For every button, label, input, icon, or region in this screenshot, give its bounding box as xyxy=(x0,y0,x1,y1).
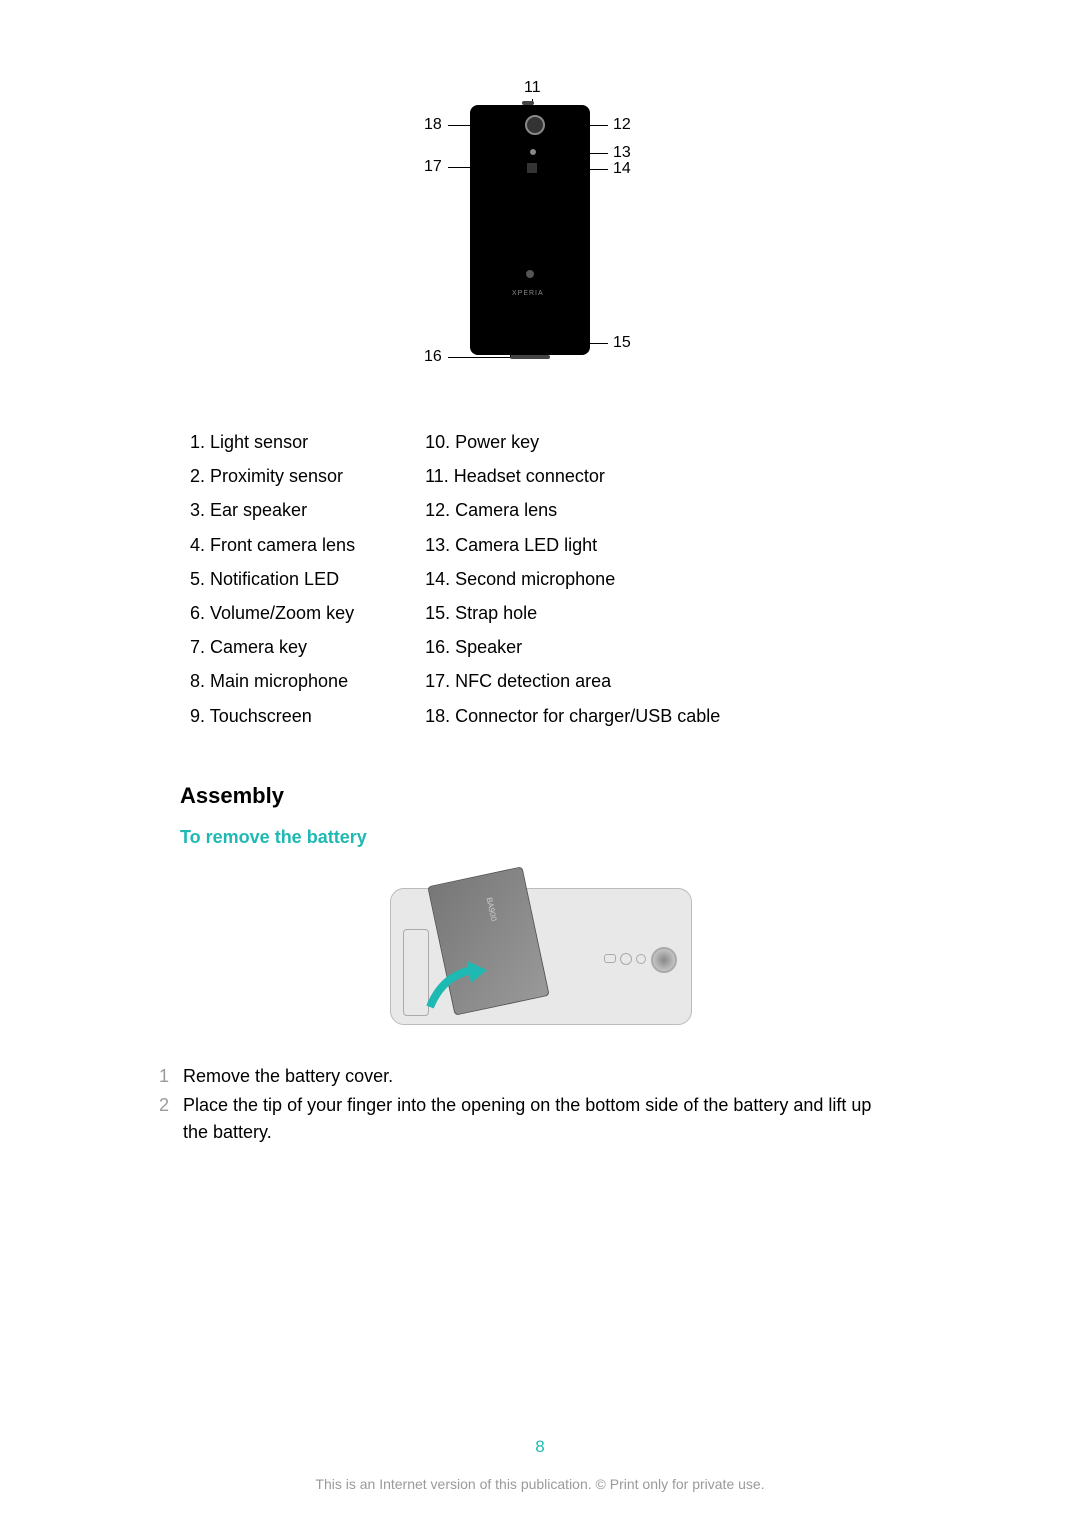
step-text: Remove the battery cover. xyxy=(183,1063,393,1090)
callout-line xyxy=(448,357,510,358)
part-item: 6. Volume/Zoom key xyxy=(190,596,355,630)
part-item: 8. Main microphone xyxy=(190,664,355,698)
part-item: 16. Speaker xyxy=(425,630,720,664)
flash-icon xyxy=(636,954,646,964)
step-row: 2 Place the tip of your finger into the … xyxy=(155,1092,900,1146)
part-item: 2. Proximity sensor xyxy=(190,459,355,493)
footer-text: This is an Internet version of this publ… xyxy=(0,1476,1080,1492)
part-item: 10. Power key xyxy=(425,425,720,459)
steps-list: 1 Remove the battery cover. 2 Place the … xyxy=(155,1063,900,1146)
callout-11: 11 xyxy=(524,79,541,97)
part-item: 9. Touchscreen xyxy=(190,699,355,733)
page-container: 11 XPERIA 12 13 14 15 18 17 16 xyxy=(0,0,1080,1527)
callout-line xyxy=(448,167,470,168)
part-item: 18. Connector for charger/USB cable xyxy=(425,699,720,733)
logo-text: XPERIA xyxy=(512,290,544,297)
callout-line xyxy=(548,125,608,126)
callout-line xyxy=(590,343,608,344)
flash-icon xyxy=(530,149,536,155)
part-item: 4. Front camera lens xyxy=(190,528,355,562)
callout-line xyxy=(448,125,470,126)
nfc-icon xyxy=(527,163,537,173)
part-item: 14. Second microphone xyxy=(425,562,720,596)
battery-label: BA900 xyxy=(485,896,499,921)
part-item: 17. NFC detection area xyxy=(425,664,720,698)
logo-icon xyxy=(526,270,534,278)
part-item: 7. Camera key xyxy=(190,630,355,664)
callout-15: 15 xyxy=(613,334,631,352)
parts-col-right: 10. Power key 11. Headset connector 12. … xyxy=(425,425,720,733)
speaker-icon xyxy=(604,954,616,963)
callout-line xyxy=(540,169,608,170)
phone-back-diagram: 11 XPERIA 12 13 14 15 18 17 16 xyxy=(400,85,680,385)
callout-12: 12 xyxy=(613,116,631,134)
part-item: 5. Notification LED xyxy=(190,562,355,596)
camera-lens-icon xyxy=(651,947,677,973)
part-item: 13. Camera LED light xyxy=(425,528,720,562)
camera-lens-icon xyxy=(525,115,545,135)
step-text: Place the tip of your finger into the op… xyxy=(183,1092,900,1146)
sensor-icon xyxy=(620,953,632,965)
page-number: 8 xyxy=(0,1437,1080,1457)
callout-16: 16 xyxy=(424,348,442,366)
phone-body: XPERIA xyxy=(470,105,590,355)
callout-14: 14 xyxy=(613,160,631,178)
step-number: 1 xyxy=(155,1063,169,1090)
part-item: 12. Camera lens xyxy=(425,493,720,527)
parts-list: 1. Light sensor 2. Proximity sensor 3. E… xyxy=(190,425,900,733)
callout-18: 18 xyxy=(424,116,442,134)
part-item: 11. Headset connector xyxy=(425,459,720,493)
part-item: 1. Light sensor xyxy=(190,425,355,459)
parts-col-left: 1. Light sensor 2. Proximity sensor 3. E… xyxy=(190,425,355,733)
callout-17: 17 xyxy=(424,158,442,176)
sub-heading: To remove the battery xyxy=(180,827,900,848)
step-row: 1 Remove the battery cover. xyxy=(155,1063,900,1090)
speaker-slot xyxy=(510,355,550,359)
callout-line xyxy=(510,353,511,357)
part-item: 3. Ear speaker xyxy=(190,493,355,527)
part-item: 15. Strap hole xyxy=(425,596,720,630)
section-heading: Assembly xyxy=(180,783,900,809)
headset-slot xyxy=(522,101,534,105)
battery-removal-diagram: BA900 xyxy=(390,873,690,1038)
callout-line xyxy=(540,153,608,154)
step-number: 2 xyxy=(155,1092,169,1146)
